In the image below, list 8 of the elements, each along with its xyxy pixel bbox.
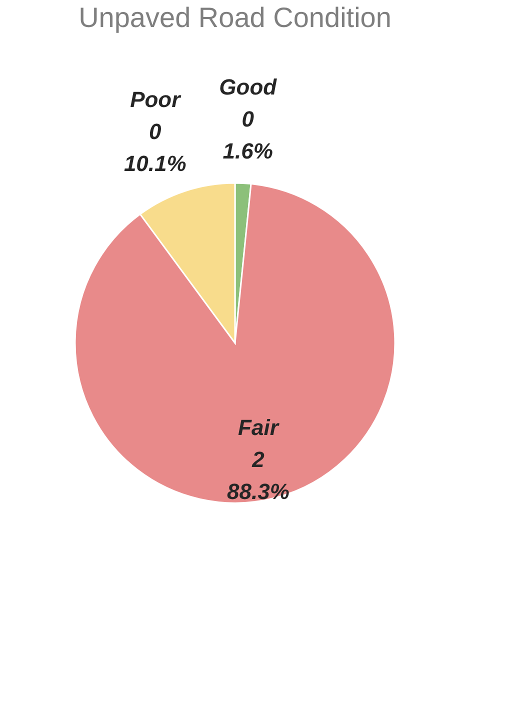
slice-label: Fair [238,414,280,440]
data-label: 0 1.6% [222,106,273,164]
data-label: 2 88.3% [227,446,290,504]
data-label: 0 10.1% [124,118,186,176]
slice-label: Good [219,74,278,100]
chart-title: Unpaved Road Condition [78,2,392,33]
pie-slice [74,183,396,504]
slice-label: Poor [130,86,182,112]
